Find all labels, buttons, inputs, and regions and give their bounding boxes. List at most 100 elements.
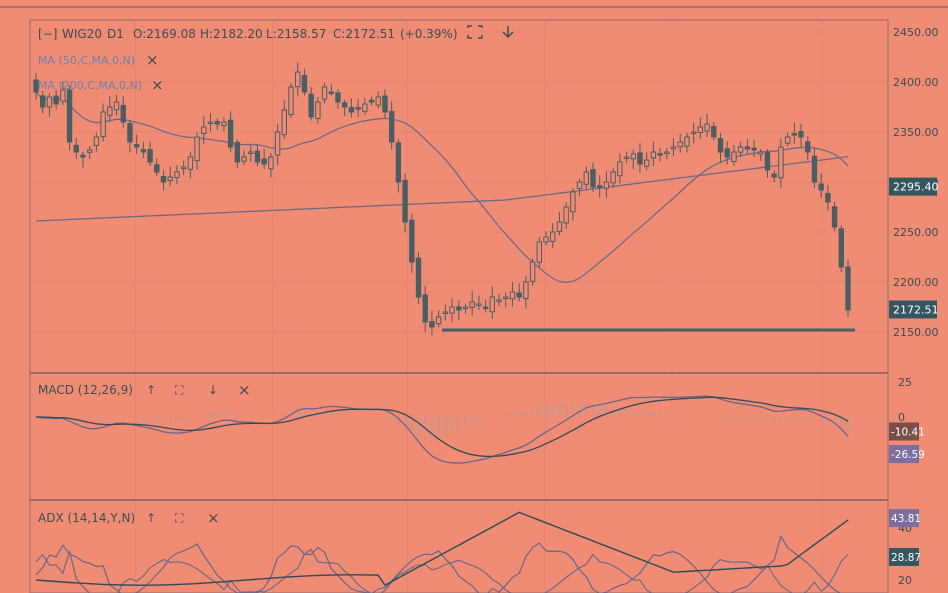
macd-tick-label: 0 — [898, 411, 905, 424]
candle-body — [180, 166, 187, 170]
macd-label[interactable]: MACD (12,26,9) — [38, 383, 133, 397]
symbol-label: WIG20 — [62, 27, 102, 41]
candle-body — [133, 144, 140, 148]
candle-body — [462, 306, 469, 309]
candle-body — [86, 149, 93, 153]
macd-badge-label: -10.41 — [891, 426, 925, 438]
candle-body — [174, 171, 180, 179]
candle-body — [127, 122, 133, 143]
candle-body — [570, 191, 576, 213]
candle-body — [33, 79, 39, 93]
expand-icon[interactable] — [467, 25, 483, 39]
candle-body — [66, 89, 73, 143]
candle-body — [113, 101, 120, 111]
frame — [0, 6, 948, 593]
price-tick-label: 2450.00 — [893, 26, 939, 39]
ma200-close-icon[interactable]: × — [151, 76, 164, 94]
candle-body — [442, 311, 449, 314]
candle-body — [234, 141, 241, 163]
candle-body — [845, 266, 851, 311]
candle-body — [362, 103, 368, 112]
candle-body — [415, 257, 422, 298]
macd-histogram — [41, 401, 849, 440]
price-tick-label: 2400.00 — [893, 76, 939, 89]
candle-body — [791, 133, 798, 136]
candle-body — [167, 176, 173, 182]
candle-body — [583, 171, 589, 185]
macd-pane: 25 0 -10.41 -26.59 — [35, 376, 925, 464]
collapse-icon[interactable]: [−] — [38, 27, 57, 41]
candle-body — [456, 306, 462, 311]
open-value: O:2169.08 — [133, 27, 196, 41]
candle-body — [643, 159, 650, 167]
candle-body — [476, 303, 482, 306]
adx-badge — [889, 547, 919, 566]
adx-move-up-icon[interactable]: ↑ — [146, 511, 156, 525]
close-value: C:2172.51 — [333, 27, 395, 41]
candle-body — [717, 137, 724, 153]
candle-body — [328, 91, 334, 94]
price-axis: 2450.002400.002350.002300.002250.002200.… — [889, 26, 939, 339]
ma50-label[interactable]: MA (50,C,MA,0,N) — [38, 54, 135, 67]
candle-body — [523, 281, 529, 300]
candle-body — [435, 316, 442, 325]
candle-body — [261, 158, 267, 165]
candle-body — [731, 151, 737, 162]
candle-body — [120, 104, 126, 123]
candle-body — [221, 121, 227, 126]
candle-body — [207, 121, 214, 124]
adx-close-icon[interactable]: × — [207, 509, 220, 527]
candle-body — [46, 96, 53, 108]
indicator-labels: MA (50,C,MA,0,N) × MA (200,C,MA,0,N) × — [38, 51, 164, 94]
candle-body — [724, 148, 730, 158]
candle-body — [100, 111, 106, 137]
candle-body — [536, 241, 543, 263]
candle-body — [469, 301, 475, 308]
macd-expand-icon[interactable]: ⛶ — [174, 383, 184, 397]
candle-body — [751, 147, 757, 151]
candle-body — [248, 151, 254, 154]
adx-badge-label: 28.87 — [891, 552, 921, 564]
candle-body — [711, 126, 717, 138]
plot-border — [29, 19, 889, 593]
adx-lines — [35, 511, 849, 593]
candle-body — [690, 131, 697, 134]
candle-body — [509, 291, 516, 300]
candle-body — [543, 236, 549, 243]
candle-body — [798, 130, 804, 138]
candle-body — [489, 296, 496, 313]
ma50-close-icon[interactable]: × — [146, 51, 159, 69]
candle-body — [429, 321, 435, 328]
macd-tick-label: 25 — [898, 376, 912, 389]
macd-close-icon[interactable]: × — [238, 381, 251, 399]
macd-line-path — [35, 395, 849, 464]
candle-body — [670, 146, 677, 150]
high-value: H:2182.20 — [200, 27, 263, 41]
candle-body — [704, 123, 710, 132]
price-tick-label: 2250.00 — [893, 226, 939, 239]
minus-di-path — [35, 548, 849, 593]
candle-body — [395, 142, 402, 183]
candle-body — [308, 93, 314, 118]
candle-body — [684, 136, 690, 147]
adx-expand-icon[interactable]: ⛶ — [174, 511, 184, 525]
macd-badge-label: -26.59 — [891, 449, 925, 461]
adx-tick-label: 20 — [898, 574, 912, 587]
macd-badge — [889, 422, 919, 441]
candle-body — [764, 151, 771, 171]
ma200-label[interactable]: MA (200,C,MA,0,N) — [38, 79, 142, 92]
candle-body — [388, 111, 395, 143]
candle-body — [550, 231, 556, 242]
adx-label[interactable]: ADX (14,14,Y,N) — [38, 511, 135, 525]
adx-badge — [889, 509, 919, 528]
macd-move-up-icon[interactable]: ↑ — [146, 383, 156, 397]
candle-body — [241, 156, 247, 162]
candle-body — [623, 156, 630, 159]
macd-move-down-icon[interactable]: ↓ — [208, 383, 218, 397]
candle-body — [53, 95, 59, 105]
price-pane: 2450.002400.002350.002300.002250.002200.… — [33, 26, 939, 339]
candle-body — [825, 193, 831, 203]
candle-body — [60, 89, 66, 102]
arrow-down-icon[interactable] — [502, 26, 514, 39]
